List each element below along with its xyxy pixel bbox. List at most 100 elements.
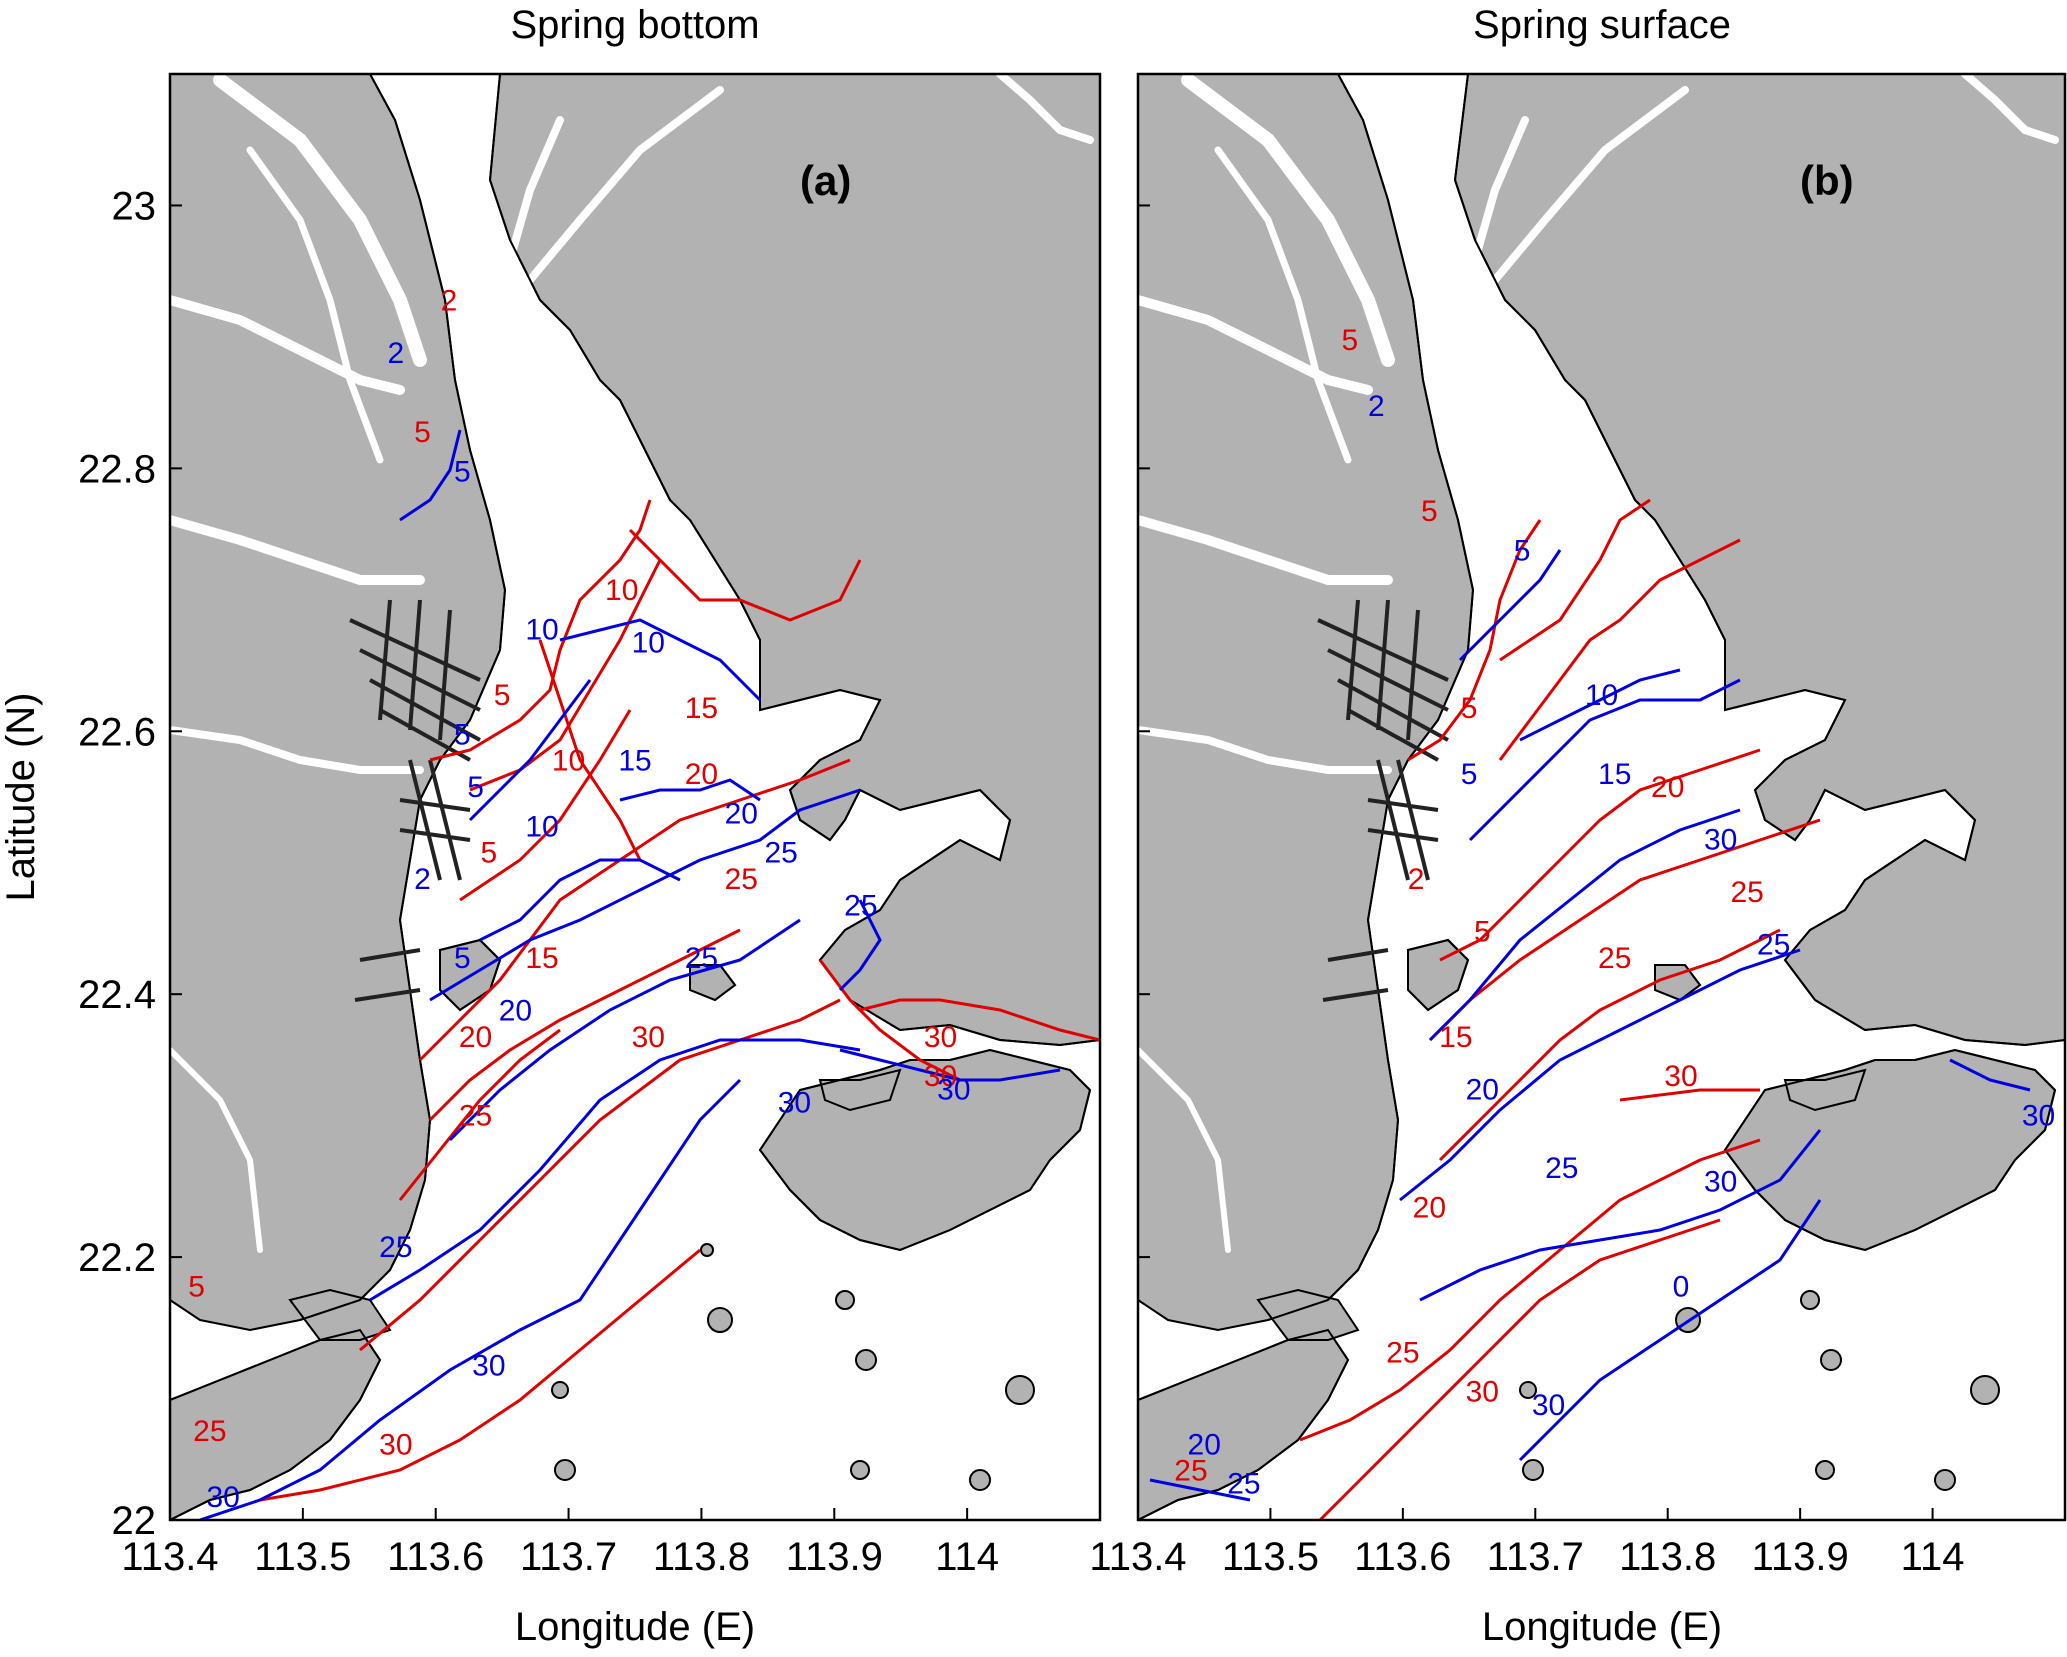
contour-label: 30 xyxy=(379,1428,412,1461)
panel-b-x-axis-label: Longitude (E) xyxy=(1482,1605,1722,1649)
x-tick-label: 113.9 xyxy=(1752,1535,1849,1579)
panel-a-x-axis-label: Longitude (E) xyxy=(515,1605,755,1649)
x-tick-label: 113.8 xyxy=(1619,1535,1716,1579)
contour-label: 25 xyxy=(1730,876,1763,909)
contour-label: 5 xyxy=(1461,692,1478,725)
contour-label: 2 xyxy=(1408,863,1425,896)
contour-label: 20 xyxy=(1466,1073,1499,1106)
contour-label: 10 xyxy=(1585,679,1618,712)
panel-a-title: Spring bottom xyxy=(510,3,759,47)
x-tick-label: 113.6 xyxy=(1354,1535,1451,1579)
panel-b-contours-set-2 xyxy=(1149,549,2031,1502)
contour-label: 10 xyxy=(525,810,558,843)
contour-label: 2 xyxy=(414,863,431,896)
contour-label: 25 xyxy=(1386,1336,1419,1369)
contour-label: 5 xyxy=(454,718,471,751)
contour-label: 30 xyxy=(632,1021,665,1054)
y-tick-label: 22 xyxy=(112,1499,157,1543)
contour-label: 30 xyxy=(1664,1060,1697,1093)
panel-a-frame xyxy=(168,72,1102,1522)
contour-label: 5 xyxy=(494,679,511,712)
contour-label: 25 xyxy=(725,863,758,896)
contour-label: 25 xyxy=(1757,929,1790,962)
contour-label: 5 xyxy=(1421,495,1438,528)
panel-a: Spring bottom xyxy=(78,3,1102,1649)
panel-b-title: Spring surface xyxy=(1473,3,1731,47)
contour-label: 10 xyxy=(605,574,638,607)
contour-label: 20 xyxy=(499,994,532,1027)
panel-b: Spring surface xyxy=(1089,3,2067,1649)
contour-label: 25 xyxy=(193,1415,226,1448)
contour-label: 30 xyxy=(1466,1376,1499,1409)
contour-label: 5 xyxy=(454,456,471,489)
contour-label: 0 xyxy=(1673,1271,1690,1304)
y-axis-label: Latitude (N) xyxy=(0,693,43,902)
contour-label: 25 xyxy=(459,1100,492,1133)
x-tick-label: 113.4 xyxy=(1089,1535,1186,1579)
x-tick-label: 113.9 xyxy=(786,1535,883,1579)
contour-label: 25 xyxy=(1598,942,1631,975)
contour-label: 5 xyxy=(414,416,431,449)
contour-label: 2 xyxy=(441,285,458,318)
panel-b-coast xyxy=(1138,74,2065,1520)
contour-label: 25 xyxy=(1545,1152,1578,1185)
contour-label: 30 xyxy=(472,1349,505,1382)
panel-b-x-ticks: 113.4 113.5 113.6 113.7 113.8 113.9 114 xyxy=(1089,204,1965,1579)
contour-label: 30 xyxy=(1532,1389,1565,1422)
x-tick-label: 114 xyxy=(935,1535,999,1579)
panel-b-contours-set-1 xyxy=(1299,498,1821,1520)
contour-label: 15 xyxy=(525,942,558,975)
panel-a-label: (a) xyxy=(800,157,851,204)
contour-label: 20 xyxy=(1188,1428,1221,1461)
y-tick-label: 22.2 xyxy=(78,1236,156,1280)
contour-label: 25 xyxy=(379,1231,412,1264)
contour-label: 30 xyxy=(206,1481,239,1514)
contour-label: 2 xyxy=(388,337,405,370)
x-tick-label: 113.6 xyxy=(387,1535,484,1579)
panel-a-rivers xyxy=(170,74,1094,1253)
panel-a-land xyxy=(170,74,1100,1520)
contour-label: 5 xyxy=(1461,758,1478,791)
contour-label: 2 xyxy=(1368,390,1385,423)
contour-label: 30 xyxy=(1704,1165,1737,1198)
contour-label: 25 xyxy=(685,942,718,975)
y-tick-label: 22.4 xyxy=(78,973,156,1017)
contour-label: 30 xyxy=(1704,824,1737,857)
contour-label: 25 xyxy=(764,837,797,870)
contour-label: 15 xyxy=(618,745,651,778)
contour-label: 30 xyxy=(937,1073,970,1106)
contour-label: 15 xyxy=(685,692,718,725)
y-tick-label: 22.8 xyxy=(78,447,156,491)
panel-a-y-ticks: 22 22.2 22.4 22.6 22.8 23 xyxy=(78,184,182,1543)
contour-label: 20 xyxy=(1413,1192,1446,1225)
contour-label: 25 xyxy=(1227,1468,1260,1501)
panel-b-rivers xyxy=(1138,74,2059,1253)
contour-label: 10 xyxy=(552,745,585,778)
contour-label: 20 xyxy=(725,797,758,830)
x-tick-label: 113.5 xyxy=(1222,1535,1319,1579)
contour-label: 20 xyxy=(1651,771,1684,804)
contour-label: 5 xyxy=(1514,534,1531,567)
contour-label: 20 xyxy=(459,1021,492,1054)
x-tick-label: 113.8 xyxy=(653,1535,750,1579)
x-tick-label: 114 xyxy=(1901,1535,1965,1579)
y-tick-label: 23 xyxy=(112,184,157,228)
contour-label: 5 xyxy=(467,771,484,804)
x-tick-label: 113.7 xyxy=(520,1535,617,1579)
panel-b-polders xyxy=(1317,599,1449,1002)
y-tick-label: 22.6 xyxy=(78,710,156,754)
contour-label: 5 xyxy=(188,1271,205,1304)
contour-label: 15 xyxy=(1439,1021,1472,1054)
contour-label: 25 xyxy=(844,889,877,922)
contour-label: 10 xyxy=(525,613,558,646)
panel-b-label: (b) xyxy=(1800,157,1854,204)
contour-label: 30 xyxy=(778,1086,811,1119)
x-tick-label: 113.4 xyxy=(121,1535,218,1579)
contour-label: 20 xyxy=(685,758,718,791)
panel-a-x-ticks: 113.4 113.5 113.6 113.7 113.8 113.9 114 xyxy=(121,1508,999,1579)
panel-a-polders xyxy=(349,599,481,1002)
